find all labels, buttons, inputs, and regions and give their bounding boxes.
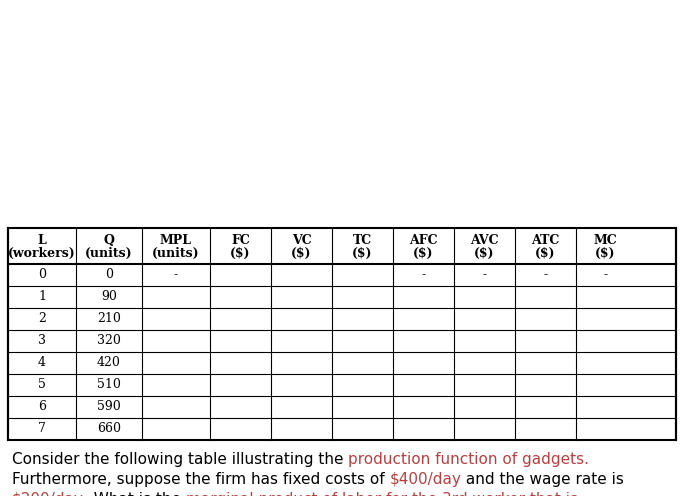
Text: FC: FC	[231, 235, 250, 248]
Text: $400/day: $400/day	[390, 472, 462, 487]
Text: 590: 590	[97, 400, 121, 414]
Text: 5: 5	[38, 378, 46, 391]
Text: 90: 90	[101, 291, 117, 304]
Text: -: -	[482, 268, 486, 282]
Text: Q: Q	[103, 235, 114, 248]
Text: 6: 6	[38, 400, 46, 414]
Text: . What is the: . What is the	[84, 492, 186, 496]
Text: -: -	[543, 268, 547, 282]
Text: 320: 320	[97, 334, 121, 348]
Text: 3: 3	[38, 334, 46, 348]
Text: 1: 1	[38, 291, 46, 304]
Text: TC: TC	[353, 235, 372, 248]
Text: 660: 660	[97, 423, 121, 435]
Text: marginal product of labor for the 3rd worker that is: marginal product of labor for the 3rd wo…	[186, 492, 577, 496]
Text: 420: 420	[97, 357, 121, 370]
Text: ($): ($)	[352, 247, 373, 259]
Text: ($): ($)	[595, 247, 616, 259]
Text: Consider the following table illustrating the: Consider the following table illustratin…	[12, 452, 349, 467]
Text: $200/day: $200/day	[12, 492, 84, 496]
Text: 0: 0	[105, 268, 113, 282]
Text: (workers): (workers)	[8, 247, 76, 259]
Text: MC: MC	[594, 235, 617, 248]
Text: ATC: ATC	[532, 235, 560, 248]
Text: Furthermore, suppose the firm has fixed costs of: Furthermore, suppose the firm has fixed …	[12, 472, 390, 487]
Text: 510: 510	[97, 378, 121, 391]
Text: 4: 4	[38, 357, 46, 370]
Text: -: -	[421, 268, 425, 282]
Text: AFC: AFC	[409, 235, 438, 248]
Text: 210: 210	[97, 312, 121, 325]
Text: 2: 2	[38, 312, 46, 325]
Text: ($): ($)	[413, 247, 434, 259]
Text: AVC: AVC	[470, 235, 499, 248]
Text: (units): (units)	[85, 247, 133, 259]
Text: MPL: MPL	[160, 235, 192, 248]
Text: ($): ($)	[291, 247, 312, 259]
Text: L: L	[38, 235, 47, 248]
Text: 0: 0	[38, 268, 46, 282]
Text: and the wage rate is: and the wage rate is	[462, 472, 624, 487]
Bar	[8, 228, 676, 440]
Text: ($): ($)	[535, 247, 556, 259]
Text: ($): ($)	[474, 247, 495, 259]
Text: -: -	[174, 268, 178, 282]
Text: production function of gadgets.: production function of gadgets.	[349, 452, 589, 467]
Text: 7: 7	[38, 423, 46, 435]
Text: (units): (units)	[152, 247, 200, 259]
Text: ($): ($)	[230, 247, 251, 259]
Text: -: -	[603, 268, 608, 282]
Text: VC: VC	[292, 235, 312, 248]
